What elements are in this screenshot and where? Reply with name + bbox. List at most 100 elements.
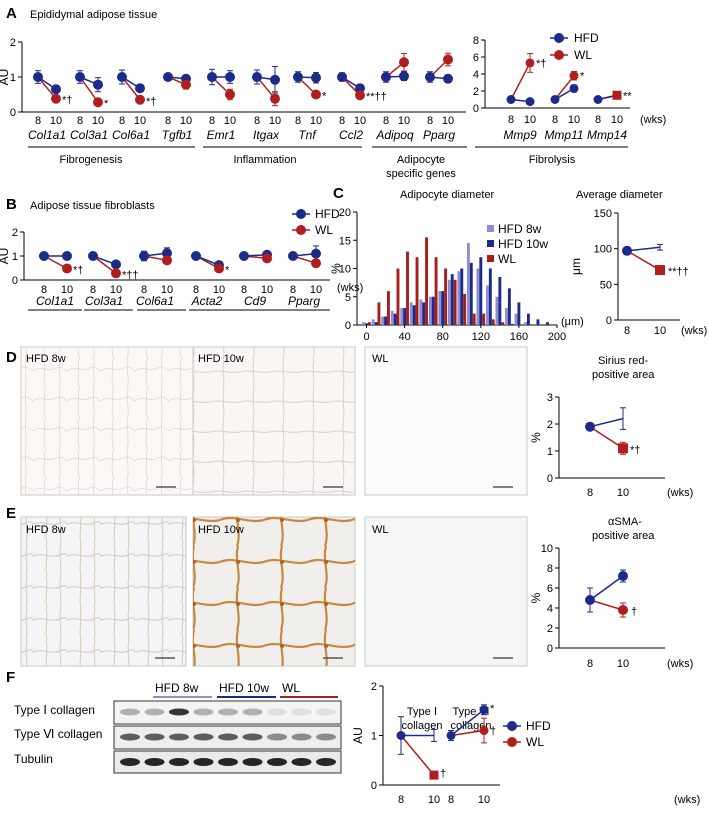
c-bar-hfd10w-18 xyxy=(536,319,540,325)
c2-hfd-line xyxy=(626,246,661,252)
a-emr1-gene-label: Emr1 xyxy=(207,128,236,142)
a2-mmp11-sig: * xyxy=(580,71,585,83)
a-col3a1-wl-line xyxy=(79,76,99,103)
legend-f-hfd: HFD xyxy=(526,719,551,733)
c-bar-hfd10w-19 xyxy=(546,322,549,325)
e-img-hfd10w-label: HFD 10w xyxy=(198,524,244,536)
b-col1a1-sig: *† xyxy=(73,264,83,276)
c-bar-hfd10w-13 xyxy=(488,268,492,325)
a-ytick-label-2: 2 xyxy=(10,37,16,49)
western-blot: HFD 8w HFD 10w WL Type Ⅰ collagen Type Ⅵ… xyxy=(14,681,342,774)
b-col1a1-hfd-point-8 xyxy=(39,251,49,261)
f-type1-title-1: Type Ⅰ xyxy=(407,706,437,718)
a-col6a1-hfd-point-10 xyxy=(135,83,145,94)
a-emr1-xtick-label-0: 8 xyxy=(209,115,215,127)
c-ytick-label-1: 5 xyxy=(345,292,351,304)
b-acta2-hfd-point-8 xyxy=(191,251,201,261)
a2-mmp9-hfd-point-10 xyxy=(525,97,535,107)
d-ylabel: % xyxy=(529,432,543,443)
a-col3a1-xtick-label-0: 8 xyxy=(77,115,83,127)
f-ytick-label-0: 0 xyxy=(371,780,377,792)
b-col1a1-hfd-point-10 xyxy=(62,251,72,261)
a-tnf-gene-label: Tnf xyxy=(298,128,317,142)
a-col3a1-gene-label: Col3a1 xyxy=(70,128,108,142)
c-bar-hfd10w-4 xyxy=(403,308,407,325)
d-img-hfd10w-texture xyxy=(193,347,355,495)
a2-ytick-label-4: 8 xyxy=(473,35,479,47)
b-pparg-wl-point-10 xyxy=(311,258,321,269)
c-bar-hfd10w-0 xyxy=(365,323,368,325)
f-ytick-label-2: 2 xyxy=(371,681,377,693)
a2-mmp11-xtick-label-0: 8 xyxy=(552,114,558,126)
c-bar-hfd10w-3 xyxy=(393,313,397,325)
f-gene-1-sig-wl: † xyxy=(490,726,496,738)
a-emr1-xtick-label-1: 10 xyxy=(224,115,236,127)
c2-wl-line xyxy=(626,250,661,271)
e-xtick-label-0: 8 xyxy=(587,658,593,670)
e-hfd-point-8 xyxy=(585,595,595,605)
d-img-hfd10w-label: HFD 10w xyxy=(198,353,244,365)
blot-group-hfd8w: HFD 8w xyxy=(155,681,199,695)
f-gene-0-xtick-label-1: 10 xyxy=(428,794,440,806)
f-gene-0-hfd-point-8 xyxy=(396,731,406,740)
a-col6a1-gene-label: Col6a1 xyxy=(112,128,150,142)
group-adipocyte-2: specific genes xyxy=(386,168,456,180)
c2-ytick-label-2: 100 xyxy=(594,244,612,256)
blot-row-type6: Type Ⅵ collagen xyxy=(14,727,102,741)
c-ytick-label-3: 15 xyxy=(339,235,351,247)
c-bar-hfd10w-12 xyxy=(479,257,483,325)
c-bar-hfd10w-16 xyxy=(517,302,521,325)
c2-ylabel: μm xyxy=(569,258,583,275)
f-gene-1-hfd-point-10 xyxy=(479,705,489,715)
c-xtick-label-0: 0 xyxy=(363,331,369,343)
c-bar-hfd8w-1 xyxy=(371,319,375,325)
a2-mmp9-xtick-label-0: 8 xyxy=(508,114,514,126)
blot-band-r1-3 xyxy=(193,733,214,741)
f-gene-0-wl-point-10 xyxy=(429,770,439,780)
c-xtick-label-5: 200 xyxy=(548,331,566,343)
a-pparg-hfd-point-8 xyxy=(425,72,435,82)
blot-band-r2-5 xyxy=(242,758,263,766)
a2-mmp9-wl-line xyxy=(510,62,531,100)
c-bar-hfd8w-11 xyxy=(466,243,470,325)
e-hfd-point-10 xyxy=(618,571,628,581)
c-bar-hfd10w-2 xyxy=(384,316,388,325)
a2-mmp9-gene-label: Mmp9 xyxy=(503,128,537,142)
legend-b-hfd-marker xyxy=(296,209,306,219)
b-cd9-wl-point-10 xyxy=(262,253,272,264)
wks-e: (wks) xyxy=(667,658,693,670)
b-pparg-hfd-point-10 xyxy=(311,248,321,259)
a2-mmp14-xtick-label-0: 8 xyxy=(595,114,601,126)
a-tnf-sig: * xyxy=(322,91,327,103)
a-tgfb1-gene-label: Tgfb1 xyxy=(162,128,193,142)
b-acta2-gene-label: Acta2 xyxy=(191,294,223,308)
a-col6a1-sig: *† xyxy=(146,96,156,108)
b-col6a1-hfd-point-10 xyxy=(162,248,172,259)
panel-e-label: E xyxy=(6,505,16,522)
c-bar-wl-12 xyxy=(482,313,486,325)
d-ytick-label-2: 2 xyxy=(547,419,553,431)
blot-group-wl: WL xyxy=(282,681,300,695)
group-adipocyte: Adipocyte xyxy=(397,154,445,166)
um-c: (μm) xyxy=(561,316,584,328)
wks-d: (wks) xyxy=(667,487,693,499)
a-col3a1-sig: * xyxy=(104,98,109,110)
blot-band-r2-7 xyxy=(291,758,312,766)
f-gene-0-sig: † xyxy=(440,768,446,780)
c-bar-hfd8w-15 xyxy=(505,308,508,325)
legend-b-wl: WL xyxy=(315,223,333,237)
a2-mmp9-xtick-label-1: 10 xyxy=(524,114,536,126)
c-bar-hfd8w-12 xyxy=(476,268,480,325)
b-pparg-gene-label: Pparg xyxy=(288,294,320,308)
e-ylabel: % xyxy=(529,592,543,603)
c-ytick-label-2: 10 xyxy=(339,264,351,276)
a2-mmp14-gene-label: Mmp14 xyxy=(587,128,627,142)
a-tgfb1-wl-point-10 xyxy=(181,79,191,90)
a-col6a1-xtick-label-1: 10 xyxy=(134,115,146,127)
a-col1a1-hfd-point-10 xyxy=(51,84,61,95)
a2-mmp11-gene-label: Mmp11 xyxy=(544,128,583,142)
f-gene-1-sig-hfd: * xyxy=(490,703,495,715)
a-ccl2-xtick-label-0: 8 xyxy=(339,115,345,127)
e-ytick-label-2: 4 xyxy=(547,603,553,615)
